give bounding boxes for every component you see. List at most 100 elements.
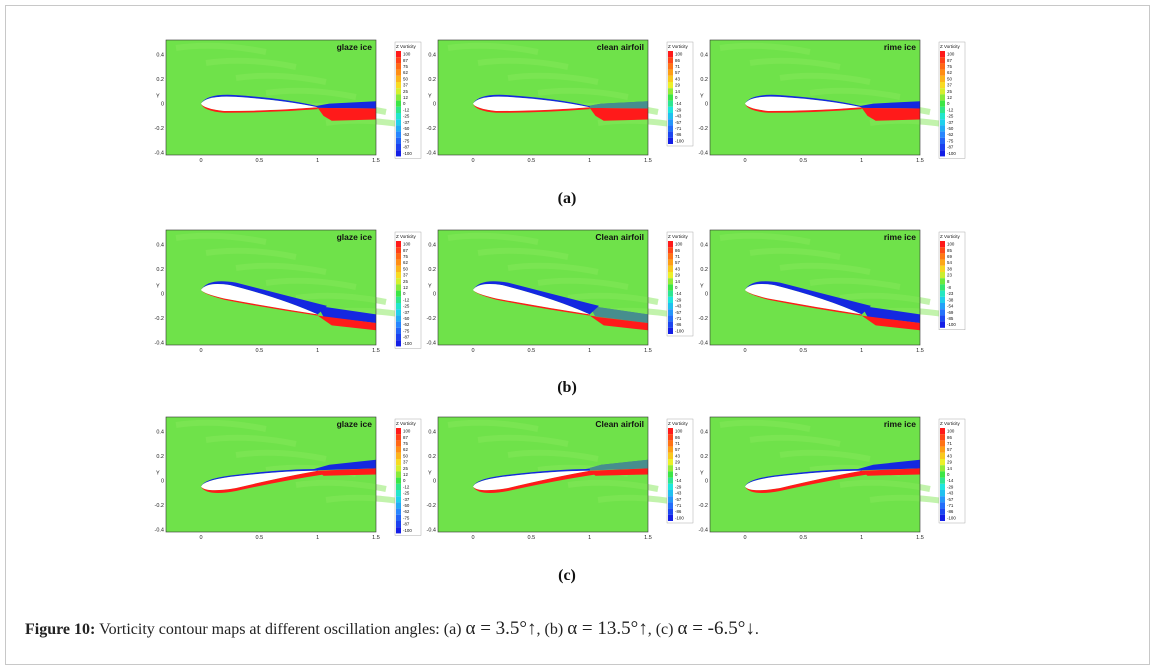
legend-swatch (668, 514, 673, 521)
legend-swatch (668, 253, 673, 260)
legend-level-label: 71 (675, 441, 680, 446)
wake-upper (859, 101, 920, 109)
legend-swatch (396, 63, 401, 70)
boundary-layer-upper (201, 469, 318, 487)
boundary-layer-lower (473, 103, 590, 113)
legend-level-label: -14 (675, 478, 682, 483)
y-tick-label: -0.4 (427, 341, 436, 347)
vorticity-panel: 00.511.50.40.20-0.2-0.4XYClean airfoilZ … (425, 226, 695, 352)
legend-level-label: -43 (675, 304, 682, 309)
caption-alpha-c: α = -6.5°↓ (677, 618, 755, 639)
legend-level-label: 71 (675, 254, 680, 259)
legend-level-label: -87 (403, 522, 410, 527)
legend-level-label: 100 (947, 429, 955, 434)
legend-swatch (396, 340, 401, 347)
legend-level-label: 0 (675, 472, 678, 477)
legend-swatch (396, 459, 401, 466)
legend-level-label: 100 (675, 52, 683, 57)
y-tick-label: -0.2 (155, 126, 164, 132)
legend-level-label: 12 (403, 472, 408, 477)
legend-swatch (668, 440, 673, 447)
field-streak (447, 42, 539, 55)
legend-swatch (396, 471, 401, 478)
legend-swatch (668, 272, 673, 279)
wake-upper (317, 305, 376, 323)
legend-level-label: -100 (947, 515, 956, 520)
legend-level-label: -38 (947, 297, 954, 302)
legend-level-label: 43 (947, 453, 952, 458)
legend-level-label: -14 (947, 478, 954, 483)
wake-upper (311, 459, 376, 471)
x-tick-label: 1.5 (372, 535, 380, 539)
field-streak (537, 87, 629, 100)
legend-level-label: 0 (403, 478, 406, 483)
legend-swatch (940, 502, 945, 509)
legend-swatch (668, 428, 673, 435)
y-tick-label: -0.4 (155, 151, 164, 157)
field-streak (235, 449, 327, 462)
x-tick-label: 1.5 (916, 348, 924, 352)
x-tick-label: 0 (743, 158, 746, 162)
plot-frame (709, 39, 921, 156)
legend-title: Z Vorticity (396, 44, 417, 49)
y-tick-label: 0 (433, 479, 436, 485)
legend-level-label: -100 (675, 515, 684, 520)
legend-swatch (396, 327, 401, 334)
legend-swatch (668, 321, 673, 328)
legend-swatch (940, 446, 945, 453)
caption-sep-b: , (b) (536, 621, 568, 638)
plot-frame (165, 416, 377, 533)
legend-swatch (668, 303, 673, 310)
legend-level-label: -71 (675, 126, 682, 131)
wake-lower (861, 107, 920, 121)
legend-swatch (396, 483, 401, 490)
field-streak (779, 449, 871, 462)
legend-level-label: -57 (675, 120, 682, 125)
legend-level-label: 57 (675, 260, 680, 265)
x-tick-label: 0.5 (800, 158, 808, 162)
legend-level-label: 71 (675, 64, 680, 69)
legend-swatch (396, 106, 401, 113)
legend-level-label: -23 (947, 291, 954, 296)
x-tick-label: 1 (588, 348, 591, 352)
legend-swatch (668, 502, 673, 509)
legend-swatch (396, 521, 401, 528)
legend-swatch (668, 471, 673, 478)
legend-level-label: 86 (947, 435, 952, 440)
caption-label: Figure 10: (25, 621, 96, 638)
y-tick-label: 0 (705, 292, 708, 298)
x-tick-label: 0.5 (528, 535, 536, 539)
legend-level-label: -71 (675, 316, 682, 321)
legend-level-label: 25 (403, 466, 408, 471)
legend-swatch (940, 82, 945, 89)
legend-level-label: 100 (947, 242, 955, 247)
airfoil-body (745, 283, 862, 315)
figure-frame (5, 5, 1150, 665)
y-tick-label: -0.2 (427, 126, 436, 132)
legend-level-label: 62 (403, 447, 408, 452)
legend-swatch (668, 465, 673, 472)
y-axis-label: Y (428, 471, 432, 477)
legend-level-label: -12 (403, 484, 410, 489)
x-tick-label: 1 (860, 348, 863, 352)
legend-swatch (940, 259, 945, 266)
field-streak (719, 42, 811, 55)
vorticity-plot: 00.511.50.40.20-0.2-0.4XYClean airfoilZ … (427, 416, 694, 539)
legend-swatch (396, 446, 401, 453)
legend-level-label: -50 (403, 126, 410, 131)
legend-level-label: 57 (947, 447, 952, 452)
legend-swatch (940, 278, 945, 285)
x-tick-label: 0.5 (256, 348, 264, 352)
legend-level-label: -100 (403, 528, 412, 533)
legend-swatch (940, 106, 945, 113)
legend-swatch (940, 477, 945, 484)
field-streak (507, 262, 599, 275)
legend-swatch (940, 131, 945, 138)
wake-lower (861, 315, 920, 331)
legend-swatch (668, 63, 673, 70)
legend-swatch (940, 490, 945, 497)
field-streak (265, 277, 357, 290)
legend-swatch (668, 315, 673, 322)
